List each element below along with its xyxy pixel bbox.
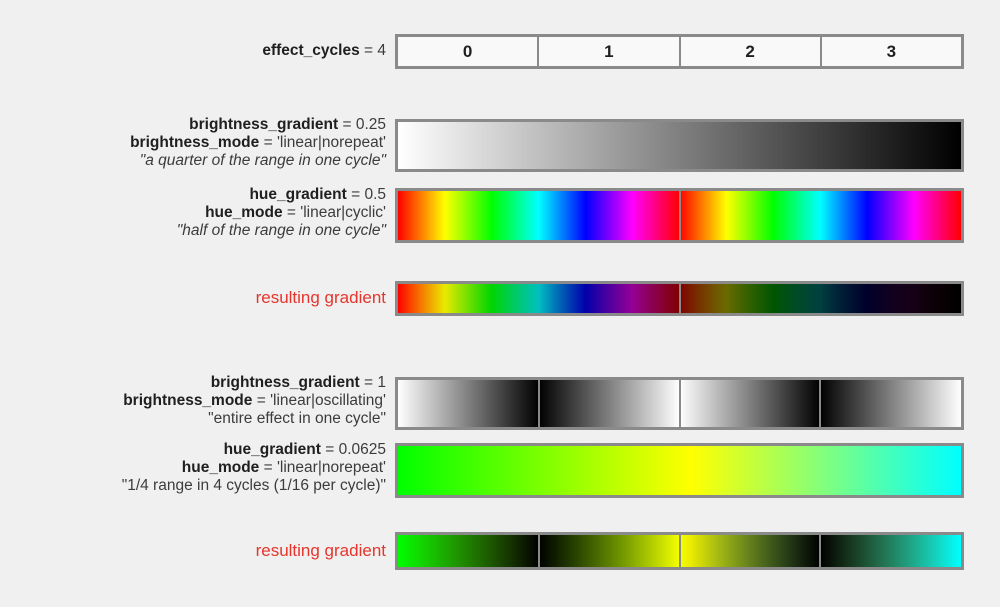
effect-cycles-name: effect_cycles [262,42,360,59]
hue-mode-name-2: hue_mode [181,459,260,476]
cycle-divider [819,535,822,567]
hue1-label: hue_gradient = 0.5 hue_mode = 'linear|cy… [177,186,386,240]
hue2-quote: "1/4 range in 4 cycles (1/16 per cycle)" [121,477,386,494]
cycle-divider [678,535,681,567]
brightness-mode-value-2: = 'linear|oscillating' [252,392,386,409]
cycle-cell: 0 [398,37,540,66]
hue-gradient-value-2: = 0.0625 [320,441,386,458]
resulting-gradient-bar-1 [395,281,964,316]
brightness-gradient-name: brightness_gradient [189,116,339,133]
cycle-divider [678,380,681,427]
brightness-gradient-name-2: brightness_gradient [210,374,360,391]
resulting-gradient-bar-2 [395,532,964,570]
hue-mode-name: hue_mode [205,204,283,221]
brightness1-quote: "a quarter of the range in one cycle" [139,152,386,169]
brightness1-label: brightness_gradient = 0.25 brightness_mo… [130,116,386,170]
brightness-mode-name-2: brightness_mode [123,392,253,409]
brightness-gradient-bar-2 [395,377,964,430]
resulting-gradient-label-1: resulting gradient [255,288,386,307]
hue1-quote: "half of the range in one cycle" [176,222,386,239]
cycle-divider [678,191,681,240]
hue-gradient-bar-1 [395,188,964,243]
cycle-cell: 1 [539,37,681,66]
resulting-gradient-label-2: resulting gradient [255,541,386,560]
effect-cycles-value: = 4 [359,42,386,59]
brightness2-quote: "entire effect in one cycle" [208,410,386,427]
cycle-divider [678,284,681,313]
hue-mode-value-2: = 'linear|norepeat' [259,459,386,476]
brightness-gradient-value: = 0.25 [338,116,386,133]
cycle-cell: 3 [886,41,897,61]
hue-gradient-value: = 0.5 [346,186,386,203]
brightness-gradient-bar-1 [395,119,964,172]
cycle-divider [819,380,822,427]
cycle-divider [537,535,540,567]
brightness-mode-value: = 'linear|norepeat' [259,134,386,151]
brightness-mode-name: brightness_mode [130,134,260,151]
hue-mode-value: = 'linear|cyclic' [282,204,386,221]
cycle-divider [537,380,540,427]
brightness-gradient-value-2: = 1 [359,374,386,391]
hue2-label: hue_gradient = 0.0625 hue_mode = 'linear… [122,441,386,495]
effect-cycles-label: effect_cycles = 4 [262,42,386,60]
hue-gradient-name-2: hue_gradient [223,441,321,458]
hue-gradient-name: hue_gradient [249,186,347,203]
brightness2-label: brightness_gradient = 1 brightness_mode … [123,374,386,428]
cycle-cell: 2 [681,37,822,66]
hue-gradient-bar-2 [395,443,964,498]
